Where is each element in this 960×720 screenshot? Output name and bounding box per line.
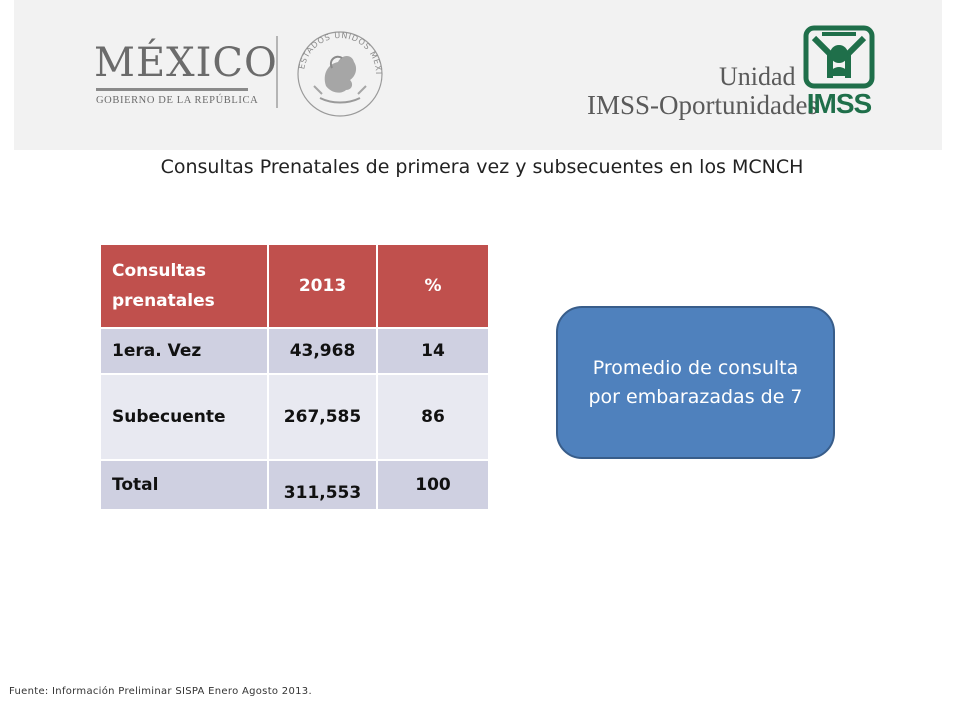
header-cell-consultas: Consultas prenatales [101, 245, 269, 329]
national-seal-icon: ESTADOS UNIDOS MEXICANOS [288, 17, 388, 120]
row-percent: 86 [378, 375, 488, 461]
row-percent: 100 [378, 461, 488, 511]
callout-text: Promedio de consulta por embarazadas de … [588, 356, 803, 408]
average-callout-box: Promedio de consulta por embarazadas de … [556, 306, 835, 459]
slide-title: Consultas Prenatales de primera vez y su… [160, 156, 804, 178]
unidad-label: Unidad [719, 62, 796, 91]
imss-oportunidades-label: IMSS-Oportunidades [587, 90, 818, 120]
gobierno-mexico-logo: MÉXICO GOBIERNO DE LA REPÚBLICA [84, 36, 277, 111]
row-label: 1era. Vez [101, 329, 269, 375]
table-row: Subecuente 267,585 86 [101, 375, 488, 461]
source-footnote: Fuente: Información Preliminar SISPA Ene… [9, 686, 312, 697]
table-row: 1era. Vez 43,968 14 [101, 329, 488, 375]
header-cell-year: 2013 [269, 245, 378, 329]
row-percent: 14 [378, 329, 488, 375]
mexico-wordmark: MÉXICO [94, 40, 278, 86]
row-label: Total [101, 461, 269, 511]
table-header-row: Consultas prenatales 2013 % [101, 245, 488, 329]
row-value: 267,585 [269, 375, 378, 461]
header-cell-percent: % [378, 245, 488, 329]
gobierno-subtitle: GOBIERNO DE LA REPÚBLICA [96, 95, 259, 106]
consultas-table: Consultas prenatales 2013 % 1era. Vez 43… [101, 245, 488, 511]
imss-logo: IMSS [800, 24, 878, 124]
row-value: 311,553 [269, 461, 378, 511]
logo-rule [96, 88, 248, 91]
row-value: 43,968 [269, 329, 378, 375]
imss-wordmark: IMSS [806, 88, 872, 119]
table-row-total: Total 311,553 100 [101, 461, 488, 511]
logo-divider [276, 36, 278, 108]
unidad-imss-oportunidades-wordmark: Unidad IMSS-Oportunidades [587, 62, 818, 122]
imss-emblem-icon [803, 25, 875, 89]
row-label: Subecuente [101, 375, 269, 461]
header-band: MÉXICO GOBIERNO DE LA REPÚBLICA ESTADOS … [14, 0, 942, 150]
